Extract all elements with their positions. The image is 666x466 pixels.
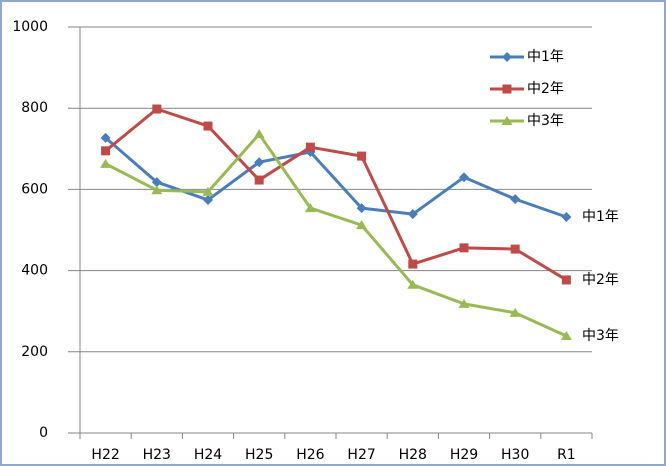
data-point	[510, 194, 521, 205]
data-point	[100, 132, 111, 143]
y-tick-label: 200	[21, 344, 48, 360]
data-point	[357, 151, 367, 161]
x-tick-label: H26	[296, 447, 324, 463]
data-point	[407, 209, 418, 220]
data-point	[458, 298, 470, 308]
x-tick-label: H22	[91, 447, 119, 463]
series-line	[104, 107, 568, 282]
x-tick-label: H29	[450, 447, 478, 463]
x-tick-label: H27	[347, 447, 375, 463]
data-point	[151, 185, 163, 195]
legend-label: 中1年	[527, 49, 564, 65]
data-point	[560, 330, 572, 340]
x-tick-label: R1	[557, 447, 576, 463]
data-point	[304, 203, 316, 213]
x-tick-label: H24	[194, 447, 222, 463]
series-line	[104, 132, 568, 338]
legend-label: 中3年	[527, 113, 564, 129]
data-point	[203, 194, 213, 205]
end-label: 中3年	[582, 328, 619, 344]
data-point	[356, 203, 367, 214]
data-point	[305, 142, 315, 152]
data-point	[459, 172, 469, 183]
y-tick-label: 400	[21, 263, 48, 279]
legend-marker	[502, 52, 512, 62]
data-point	[459, 243, 469, 253]
data-point	[254, 175, 264, 185]
data-point	[101, 146, 111, 156]
y-tick-label: 0	[39, 425, 48, 441]
data-point	[203, 121, 213, 131]
y-tick-label: 800	[21, 100, 48, 116]
end-label: 中1年	[582, 209, 619, 225]
x-tick-label: H30	[501, 447, 529, 463]
legend-marker	[501, 116, 513, 125]
data-point	[100, 158, 112, 168]
legend-marker	[502, 84, 512, 94]
data-point	[561, 275, 571, 285]
data-point	[151, 177, 162, 188]
x-tick-label: H25	[245, 447, 273, 463]
y-tick-label: 1000	[12, 19, 48, 35]
data-point	[254, 157, 265, 168]
legend-label: 中2年	[527, 81, 564, 97]
y-tick-label: 600	[21, 181, 48, 197]
data-point	[356, 220, 368, 230]
data-point	[202, 186, 214, 196]
end-label: 中2年	[582, 272, 619, 288]
x-tick-label: H23	[143, 447, 171, 463]
data-point	[152, 104, 162, 114]
data-point	[510, 244, 520, 254]
data-point	[408, 259, 418, 269]
data-point	[407, 279, 419, 289]
x-tick-label: H28	[399, 447, 427, 463]
data-point	[509, 307, 521, 317]
data-point	[561, 212, 572, 223]
data-point	[253, 129, 265, 139]
